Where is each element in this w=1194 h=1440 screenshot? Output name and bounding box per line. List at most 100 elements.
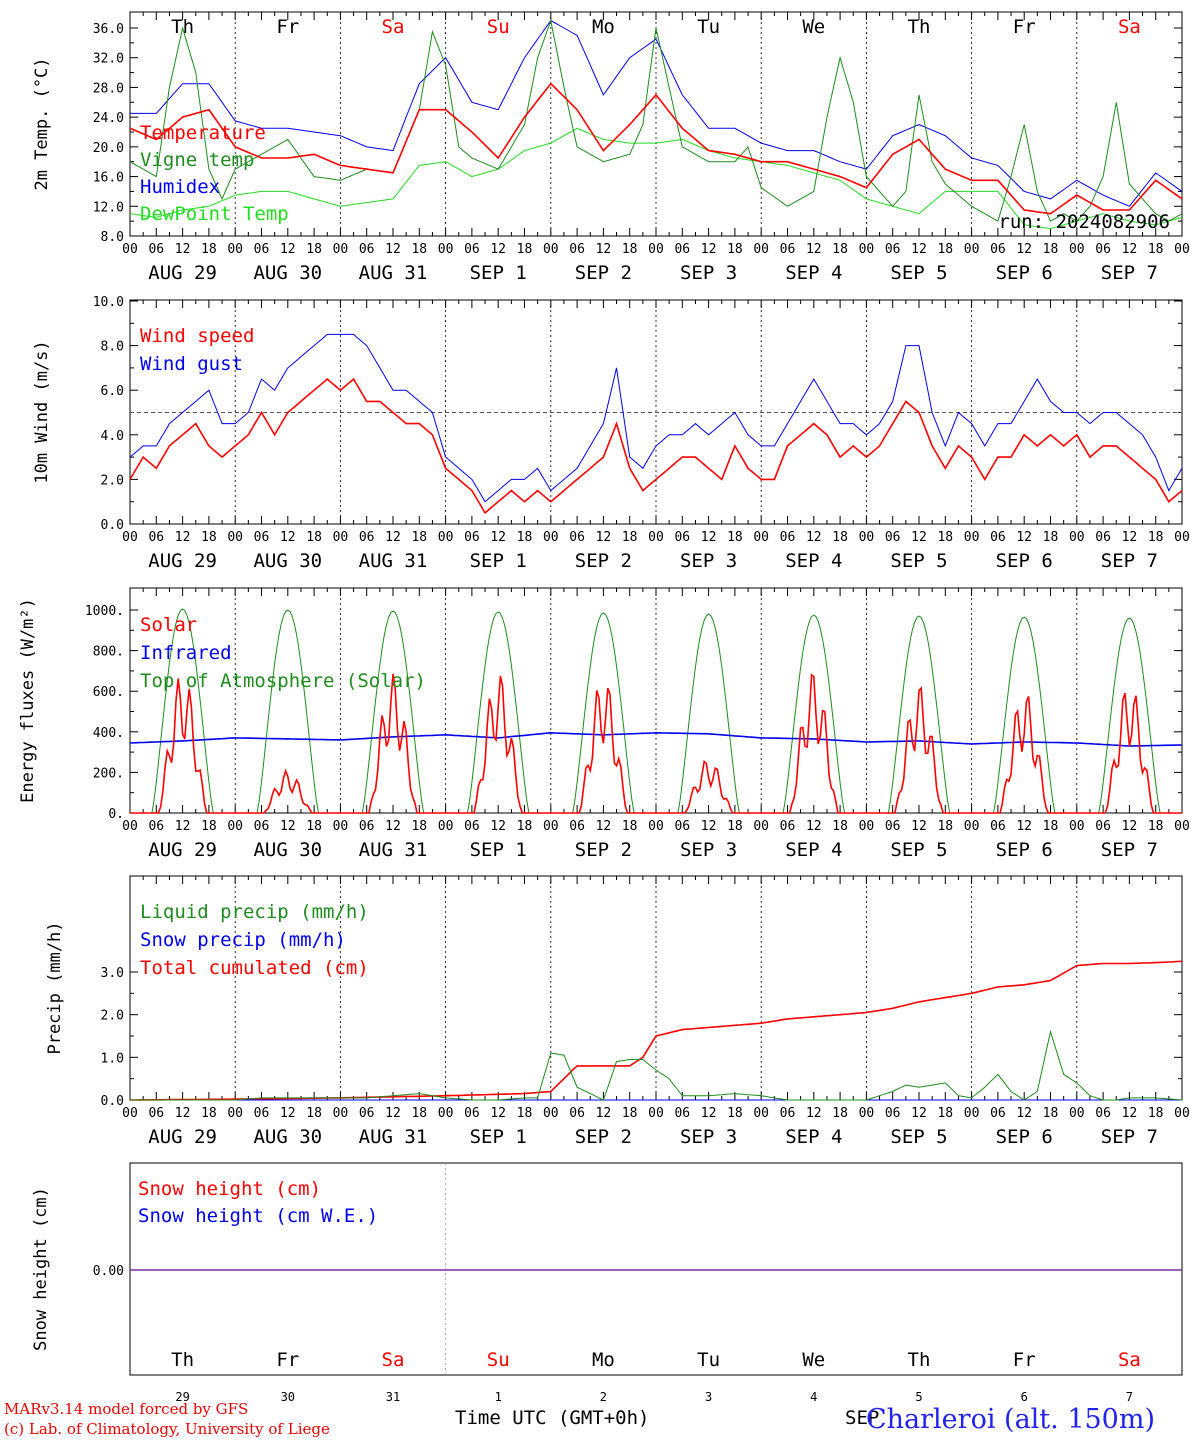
hour-tick-label: 18 xyxy=(1148,819,1164,834)
day-footer: Th xyxy=(171,1349,194,1371)
hour-tick-label: 00 xyxy=(438,242,454,257)
hour-tick-label: 18 xyxy=(306,242,322,257)
hour-tick-label: 00 xyxy=(964,1106,980,1121)
y-tick-label: 200. xyxy=(93,766,124,781)
hour-tick-label: 00 xyxy=(122,1106,138,1121)
day-header: Mo xyxy=(592,16,615,38)
series-wind-speed xyxy=(129,377,1183,515)
date-label: SEP 4 xyxy=(785,1126,842,1148)
day-header: Sa xyxy=(382,16,405,38)
hour-tick-label: 06 xyxy=(674,242,690,257)
hour-tick-label: 06 xyxy=(148,1106,164,1121)
y-tick-label: 24.0 xyxy=(93,111,124,126)
lab-credit: (c) Lab. of Climatology, University of L… xyxy=(4,1420,330,1438)
hour-tick-label: 06 xyxy=(569,242,585,257)
date-label: SEP 5 xyxy=(890,550,947,572)
hour-tick-label: 18 xyxy=(517,530,533,545)
hour-tick-label: 06 xyxy=(359,242,375,257)
date-label: SEP 2 xyxy=(575,1126,632,1148)
panel-1: 00 06 12 18 00 06 12 18 00 06 12 18 00 06 12 18 00 06 12 18… xyxy=(32,11,1190,284)
hour-tick-label: 12 xyxy=(490,1106,506,1121)
hour-tick-label: 12 xyxy=(701,530,717,545)
hour-tick-label: 18 xyxy=(937,242,953,257)
hour-tick-label: 00 xyxy=(122,819,138,834)
hour-tick-label: 18 xyxy=(517,819,533,834)
hour-tick-label: 12 xyxy=(1016,1106,1032,1121)
date-label: AUG 30 xyxy=(253,262,322,284)
day-footer: We xyxy=(802,1349,825,1371)
date-label: AUG 29 xyxy=(148,839,217,861)
y-axis-label: Precip (mm/h) xyxy=(45,921,65,1054)
footer-month: SEP xyxy=(845,1407,879,1429)
hour-tick-label: 18 xyxy=(1148,242,1164,257)
hour-tick-label: 12 xyxy=(280,530,296,545)
hour-tick-label: 00 xyxy=(753,1106,769,1121)
hour-tick-label: 06 xyxy=(674,819,690,834)
hour-tick-label: 12 xyxy=(1016,819,1032,834)
date-label: SEP 3 xyxy=(680,1126,737,1148)
hour-tick-label: 12 xyxy=(701,1106,717,1121)
date-label: AUG 30 xyxy=(253,1126,322,1148)
hour-tick-label: 06 xyxy=(359,1106,375,1121)
hour-tick-label: 06 xyxy=(990,819,1006,834)
hour-tick-label: 18 xyxy=(1148,1106,1164,1121)
hour-tick-label: 12 xyxy=(385,242,401,257)
date-label: SEP 6 xyxy=(996,262,1053,284)
day-number: 1 xyxy=(495,1390,502,1404)
legend-entry: Wind speed xyxy=(140,325,254,347)
date-label: SEP 4 xyxy=(785,839,842,861)
hour-tick-label: 06 xyxy=(780,530,796,545)
panel-4: 00 06 12 18 00 06 12 18 00 06 12 18 00 06 12 18 00 06 12 18… xyxy=(45,875,1190,1148)
hour-tick-label: 00 xyxy=(753,819,769,834)
y-tick-label: 0. xyxy=(108,807,124,822)
hour-tick-label: 06 xyxy=(148,242,164,257)
hour-tick-label: 06 xyxy=(990,1106,1006,1121)
legend-entry: Humidex xyxy=(140,176,220,198)
hour-tick-label: 18 xyxy=(937,819,953,834)
hour-tick-label: 12 xyxy=(806,1106,822,1121)
hour-tick-label: 00 xyxy=(753,530,769,545)
hour-tick-label: 12 xyxy=(806,242,822,257)
hour-tick-label: 06 xyxy=(1095,819,1111,834)
date-label: AUG 30 xyxy=(253,550,322,572)
hour-tick-label: 12 xyxy=(175,1106,191,1121)
date-label: SEP 1 xyxy=(470,550,527,572)
y-tick-label: 28.0 xyxy=(93,81,124,96)
date-label: SEP 2 xyxy=(575,262,632,284)
date-label: SEP 3 xyxy=(680,550,737,572)
y-tick-label: 1.0 xyxy=(101,1051,124,1066)
hour-tick-label: 18 xyxy=(306,819,322,834)
date-label: AUG 31 xyxy=(359,1126,428,1148)
hour-tick-label: 18 xyxy=(201,819,217,834)
hour-tick-label: 00 xyxy=(122,242,138,257)
hour-tick-label: 00 xyxy=(333,242,349,257)
station-name: Charleroi (alt. 150m) xyxy=(866,1404,1155,1435)
hour-tick-label: 18 xyxy=(411,530,427,545)
hour-tick-label: 00 xyxy=(438,819,454,834)
date-label: SEP 6 xyxy=(996,1126,1053,1148)
y-axis-label: 2m Temp. (°C) xyxy=(32,57,52,190)
hour-tick-label: 12 xyxy=(1122,1106,1138,1121)
day-header: We xyxy=(802,16,825,38)
day-header: Tu xyxy=(697,16,720,38)
hour-tick-label: 18 xyxy=(1148,530,1164,545)
hour-tick-label: 00 xyxy=(964,530,980,545)
hour-tick-label: 00 xyxy=(859,819,875,834)
hour-tick-label: 00 xyxy=(1174,530,1190,545)
hour-tick-label: 06 xyxy=(569,1106,585,1121)
y-tick-label: 0.0 xyxy=(101,518,124,533)
hour-tick-label: 00 xyxy=(1069,242,1085,257)
hour-tick-label: 06 xyxy=(780,242,796,257)
hour-tick-label: 18 xyxy=(622,1106,638,1121)
hour-tick-label: 00 xyxy=(964,819,980,834)
hour-tick-label: 12 xyxy=(596,530,612,545)
hour-tick-label: 18 xyxy=(727,242,743,257)
hour-tick-label: 00 xyxy=(1069,530,1085,545)
hour-tick-label: 06 xyxy=(674,1106,690,1121)
day-footer: Mo xyxy=(592,1349,615,1371)
hour-tick-label: 06 xyxy=(885,242,901,257)
hour-tick-label: 00 xyxy=(1174,242,1190,257)
day-footer: Fr xyxy=(276,1349,299,1371)
y-tick-label: 16.0 xyxy=(93,171,124,186)
hour-tick-label: 12 xyxy=(596,242,612,257)
